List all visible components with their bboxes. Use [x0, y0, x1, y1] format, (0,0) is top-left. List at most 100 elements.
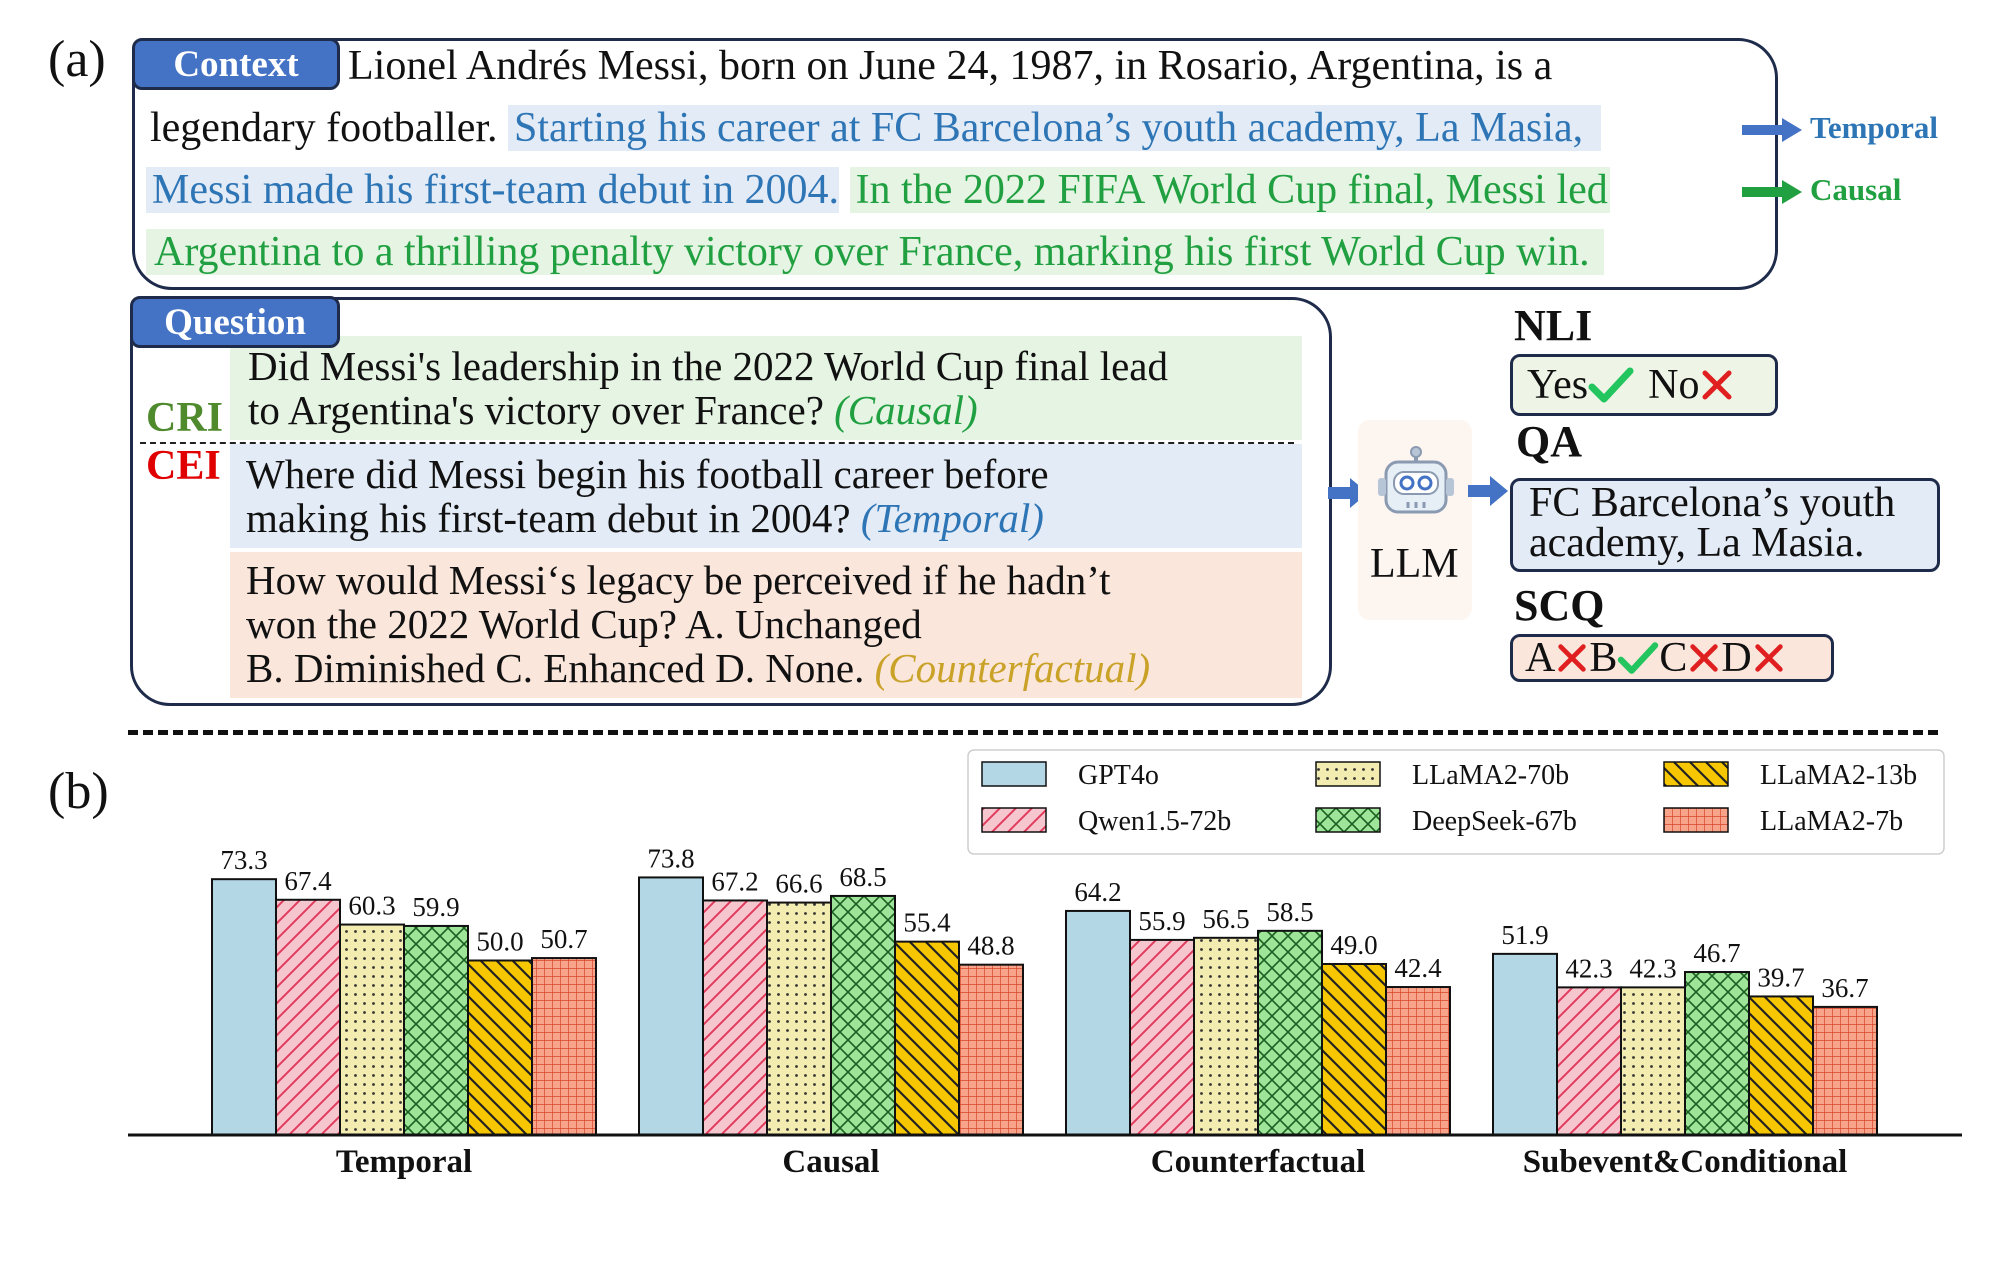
- category-label-counterfactual: Counterfactual: [1151, 1144, 1365, 1180]
- nli-title: NLI: [1514, 301, 1593, 350]
- q2-line-1: Where did Messi begin his football caree…: [246, 451, 1049, 497]
- q1-background: [230, 336, 1302, 440]
- scq-option-c: C: [1659, 635, 1688, 681]
- bar-counterfactual-qwen1-5-72b: [1129, 938, 1195, 1136]
- data-label-subevent-conditional-llama2-70b: 42.3: [1629, 953, 1676, 983]
- q2-background: [230, 444, 1302, 548]
- nli-no-text: No: [1648, 362, 1700, 408]
- q1-line-2-text: to Argentina's victory over France?: [248, 387, 824, 433]
- question-tag: Question: [130, 296, 340, 348]
- bar-counterfactual-deepseek-67b: [1257, 929, 1323, 1137]
- bar-counterfactual-llama2-7b: [1385, 986, 1451, 1136]
- legend-label-gpt4o: GPT4o: [1078, 760, 1159, 791]
- data-label-counterfactual-llama2-13b: 49.0: [1330, 930, 1377, 960]
- context-line-2: legendary footballer. Starting his caree…: [150, 98, 1602, 158]
- q2-line-2-text: making his first-team debut in 2004?: [246, 495, 851, 541]
- bar-temporal-deepseek-67b: [403, 924, 469, 1136]
- data-label-temporal-llama2-70b: 60.3: [348, 891, 395, 921]
- bar-causal-qwen1-5-72b: [702, 899, 768, 1136]
- legend-swatch-qwen1-5-72b: [981, 807, 1047, 833]
- nli-yes-text: Yes: [1527, 362, 1589, 408]
- temporal-arrow-icon: [1742, 118, 1802, 142]
- bar-subevent-conditional-llama2-7b: [1812, 1005, 1878, 1136]
- data-label-counterfactual-qwen1-5-72b: 55.9: [1138, 906, 1185, 936]
- bar-counterfactual-llama2-70b: [1193, 936, 1259, 1136]
- data-label-subevent-conditional-qwen1-5-72b: 42.3: [1565, 953, 1612, 983]
- data-label-counterfactual-llama2-70b: 56.5: [1202, 904, 1249, 934]
- data-label-causal-deepseek-67b: 68.5: [839, 862, 886, 892]
- data-label-temporal-qwen1-5-72b: 67.4: [284, 866, 332, 896]
- causal-label: Causal: [1810, 172, 1902, 207]
- check-icon: [1618, 642, 1659, 674]
- robot-icon: [1378, 446, 1454, 514]
- data-label-subevent-conditional-deepseek-67b: 46.7: [1693, 938, 1740, 968]
- data-label-temporal-llama2-7b: 50.7: [540, 924, 587, 954]
- qa-line-2: academy, La Masia.: [1529, 520, 1865, 566]
- q3-line-3-text: B. Diminished C. Enhanced D. None.: [246, 645, 865, 691]
- data-label-counterfactual-gpt4o: 64.2: [1074, 877, 1121, 907]
- bar-temporal-llama2-13b: [467, 959, 533, 1136]
- q1-line-1: Did Messi's leadership in the 2022 World…: [248, 343, 1168, 389]
- panel-a-label: (a): [48, 31, 106, 88]
- context-temporal-text-2: Messi made his first-team debut in 2004.: [146, 167, 840, 213]
- scq-option-a: A: [1525, 635, 1556, 681]
- check-icon: [1588, 367, 1634, 403]
- context-temporal-text-1: Starting his career at FC Barcelona’s yo…: [508, 105, 1602, 151]
- legend-swatch-llama2-7b: [1663, 807, 1729, 833]
- data-label-causal-llama2-7b: 48.8: [967, 931, 1014, 961]
- legend-swatch-deepseek-67b: [1315, 807, 1381, 833]
- data-label-temporal-gpt4o: 73.3: [220, 845, 267, 875]
- scq-answer-box: A B C D: [1510, 634, 1834, 682]
- bar-subevent-conditional-deepseek-67b: [1684, 971, 1750, 1137]
- bar-subevent-conditional-qwen1-5-72b: [1556, 986, 1622, 1136]
- nli-answer-box: Yes No: [1510, 354, 1778, 416]
- cross-icon: [1690, 644, 1719, 672]
- bar-causal-llama2-7b: [958, 963, 1024, 1136]
- bar-subevent-conditional-llama2-70b: [1620, 986, 1686, 1136]
- legend-label-deepseek-67b: DeepSeek-67b: [1412, 806, 1577, 837]
- bar-temporal-qwen1-5-72b: [275, 898, 341, 1136]
- causal-arrow-icon: [1742, 180, 1802, 204]
- panel-b-label: (b): [48, 763, 109, 820]
- q2-line-2: making his first-team debut in 2004? (Te…: [246, 496, 1044, 540]
- legend-swatch-gpt4o: [981, 761, 1047, 787]
- scq-option-b: B: [1589, 635, 1618, 681]
- legend-label-qwen1-5-72b: Qwen1.5-72b: [1078, 806, 1231, 837]
- context-plain-text: legendary footballer.: [150, 105, 498, 151]
- qa-title: QA: [1516, 417, 1582, 466]
- data-label-temporal-deepseek-67b: 59.9: [412, 892, 459, 922]
- data-label-causal-gpt4o: 73.8: [647, 843, 694, 873]
- bar-subevent-conditional-llama2-13b: [1748, 995, 1814, 1137]
- bar-temporal-llama2-70b: [339, 923, 405, 1136]
- bar-temporal-gpt4o: [211, 878, 277, 1136]
- legend-label-llama2-7b: LLaMA2-7b: [1760, 806, 1903, 837]
- data-label-subevent-conditional-llama2-13b: 39.7: [1757, 962, 1804, 992]
- cei-label: CEI: [146, 443, 221, 489]
- scq-option-d: D: [1721, 635, 1752, 681]
- category-label-causal: Causal: [782, 1144, 879, 1180]
- q3-background: [230, 552, 1302, 698]
- category-label-subevent-conditional: Subevent&Conditional: [1523, 1144, 1848, 1180]
- q3-line-2: won the 2022 World Cup? A. Unchanged: [246, 601, 922, 647]
- data-label-counterfactual-deepseek-67b: 58.5: [1266, 897, 1313, 927]
- context-causal-text-2: Argentina to a thrilling penalty victory…: [146, 229, 1604, 275]
- data-label-temporal-llama2-13b: 50.0: [476, 927, 523, 957]
- q1-type: (Causal): [834, 387, 978, 433]
- data-label-subevent-conditional-llama2-7b: 36.7: [1821, 973, 1868, 1003]
- bar-causal-llama2-70b: [766, 901, 832, 1136]
- qa-answer-box: FC Barcelona’s youth academy, La Masia.: [1510, 478, 1940, 572]
- q3-type: (Counterfactual): [874, 645, 1151, 691]
- bar-counterfactual-gpt4o: [1065, 909, 1131, 1137]
- bar-chart: 73.3 67.4 60.3 59.9 50.0 50.7 Temporal 73.8 67.2…: [128, 749, 1962, 1180]
- bar-causal-deepseek-67b: [830, 894, 896, 1136]
- cross-icon: [1755, 644, 1783, 672]
- context-causal-text-1: In the 2022 FIFA World Cup final, Messi …: [849, 167, 1610, 213]
- q1-line-2: to Argentina's victory over France? (Cau…: [248, 388, 978, 432]
- section-divider: [128, 730, 1938, 735]
- q2-type: (Temporal): [860, 495, 1044, 541]
- legend-label-llama2-70b: LLaMA2-70b: [1412, 760, 1569, 791]
- data-label-causal-llama2-13b: 55.4: [903, 908, 951, 938]
- category-label-temporal: Temporal: [336, 1144, 472, 1180]
- context-line-1: Lionel Andrés Messi, born on June 24, 19…: [348, 43, 1553, 89]
- scq-title: SCQ: [1514, 581, 1605, 630]
